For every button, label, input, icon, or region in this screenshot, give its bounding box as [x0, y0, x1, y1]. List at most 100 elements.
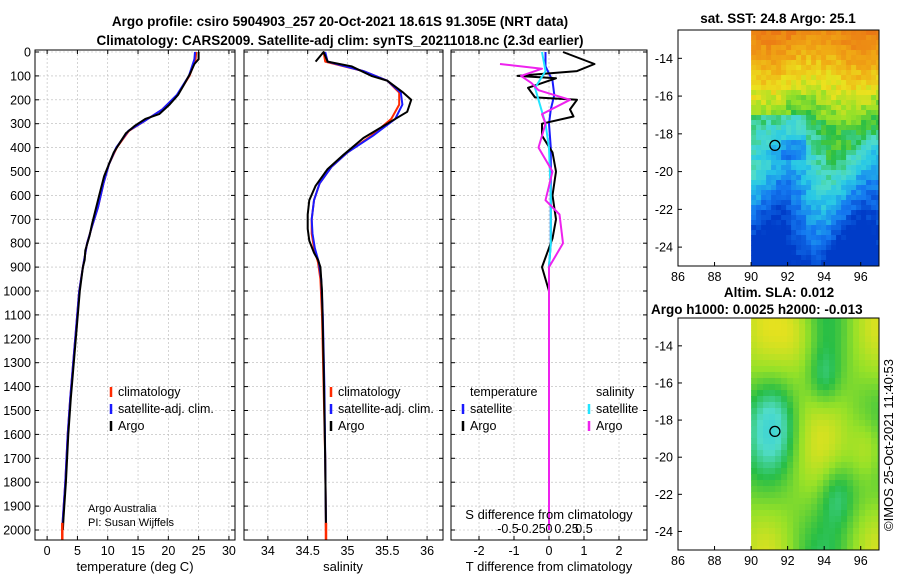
heatmap-cell	[831, 80, 837, 86]
heatmap-cell	[877, 468, 879, 475]
heatmap-cell	[781, 190, 787, 196]
heatmap-cell	[865, 378, 872, 385]
map-x-tick-label: 88	[708, 270, 722, 284]
heatmap-cell	[817, 468, 824, 475]
heatmap-cell	[791, 100, 797, 106]
heatmap-cell	[821, 195, 827, 201]
heatmap-cell	[791, 200, 797, 206]
heatmap-cell	[763, 474, 770, 481]
heatmap-cell	[771, 130, 777, 136]
heatmap-cell	[811, 135, 817, 141]
heatmap-cell	[871, 145, 877, 151]
heatmap-cell	[853, 318, 860, 325]
heatmap-cell	[781, 456, 788, 463]
heatmap-cell	[876, 65, 879, 71]
heatmap-cell	[861, 225, 867, 231]
heatmap-cell	[793, 360, 800, 367]
heatmap-cell	[796, 175, 802, 181]
heatmap-cell	[761, 35, 767, 41]
heatmap-cell	[856, 75, 862, 81]
heatmap-cell	[793, 366, 800, 373]
heatmap-cell	[871, 492, 878, 499]
heatmap-cell	[823, 444, 830, 451]
sla-map-title-line1: Altim. SLA: 0.012	[724, 285, 834, 300]
heatmap-cell	[835, 546, 842, 550]
heatmap-cell	[817, 456, 824, 463]
heatmap-cell	[836, 255, 842, 261]
heatmap-cell	[861, 175, 867, 181]
salinity-xlabel: salinity	[323, 559, 363, 574]
heatmap-cell	[856, 235, 862, 241]
heatmap-cell	[823, 408, 830, 415]
heatmap-cell	[871, 432, 878, 439]
heatmap-cell	[787, 390, 794, 397]
heatmap-cell	[866, 155, 872, 161]
sla-map-panel: Altim. SLA: 0.012 Argo h1000: 0.0025 h20…	[651, 285, 880, 568]
heatmap-cell	[761, 160, 767, 166]
heatmap-cell	[796, 75, 802, 81]
heatmap-cell	[851, 45, 857, 51]
heatmap-cell	[806, 50, 812, 56]
heatmap-cell	[781, 510, 788, 517]
heatmap-cell	[751, 336, 758, 343]
heatmap-cell	[793, 504, 800, 511]
heatmap-cell	[851, 60, 857, 66]
heatmap-cell	[847, 384, 854, 391]
heatmap-cell	[865, 522, 872, 529]
sla-heatmap	[751, 318, 879, 550]
heatmap-cell	[856, 40, 862, 46]
heatmap-cell	[871, 534, 878, 541]
heatmap-cell	[871, 384, 878, 391]
heatmap-cell	[756, 95, 762, 101]
heatmap-cell	[836, 85, 842, 91]
heatmap-cell	[775, 360, 782, 367]
heatmap-cell	[856, 105, 862, 111]
heatmap-cell	[859, 522, 866, 529]
heatmap-cell	[763, 372, 770, 379]
y-tick-label: 0	[24, 46, 31, 60]
heatmap-cell	[859, 438, 866, 445]
heatmap-cell	[871, 205, 877, 211]
heatmap-cell	[841, 462, 848, 469]
heatmap-cell	[771, 75, 777, 81]
heatmap-cell	[859, 402, 866, 409]
heatmap-cell	[871, 245, 877, 251]
heatmap-cell	[776, 255, 782, 261]
heatmap-cell	[751, 160, 757, 166]
heatmap-cell	[841, 396, 848, 403]
heatmap-cell	[787, 546, 794, 550]
heatmap-cell	[851, 160, 857, 166]
heatmap-cell	[757, 336, 764, 343]
heatmap-cell	[769, 438, 776, 445]
heatmap-cell	[771, 70, 777, 76]
heatmap-cell	[757, 480, 764, 487]
heatmap-cell	[859, 318, 866, 325]
heatmap-cell	[756, 130, 762, 136]
heatmap-cell	[756, 45, 762, 51]
heatmap-cell	[751, 75, 757, 81]
heatmap-cell	[761, 140, 767, 146]
heatmap-cell	[776, 180, 782, 186]
heatmap-cell	[871, 426, 878, 433]
heatmap-cell	[806, 85, 812, 91]
heatmap-cell	[756, 100, 762, 106]
heatmap-cell	[871, 55, 877, 61]
temperature-xlabel: temperature (deg C)	[76, 559, 193, 574]
heatmap-cell	[871, 140, 877, 146]
heatmap-cell	[846, 185, 852, 191]
heatmap-cell	[781, 35, 787, 41]
heatmap-cell	[769, 498, 776, 505]
heatmap-cell	[793, 396, 800, 403]
heatmap-cell	[871, 115, 877, 121]
heatmap-cell	[841, 420, 848, 427]
heatmap-cell	[836, 45, 842, 51]
heatmap-cell	[805, 390, 812, 397]
heatmap-cell	[871, 420, 878, 427]
heatmap-cell	[751, 30, 757, 36]
heatmap-cell	[787, 486, 794, 493]
heatmap-cell	[787, 498, 794, 505]
x-tick-label: -1	[508, 544, 519, 558]
heatmap-cell	[816, 150, 822, 156]
heatmap-cell	[829, 498, 836, 505]
heatmap-cell	[805, 498, 812, 505]
